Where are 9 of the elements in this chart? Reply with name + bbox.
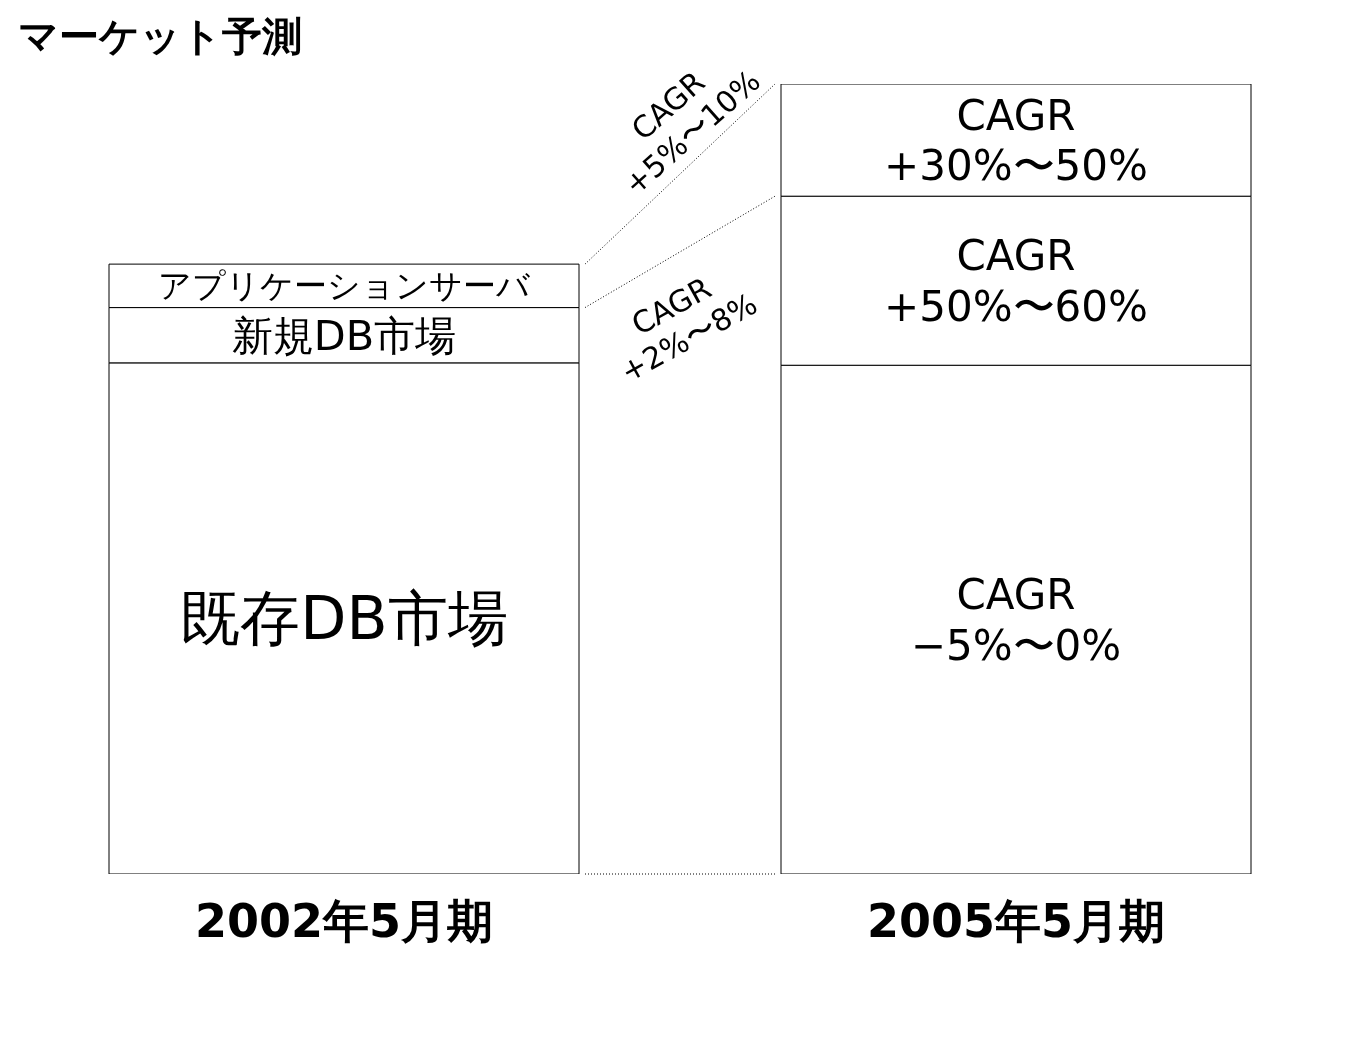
series-label: 新規DB市場	[231, 311, 457, 360]
annotation: CAGR −5%〜0%	[910, 570, 1122, 670]
chart-title: マーケット予測	[17, 12, 303, 61]
x-tick-label: 2005年5月期	[866, 893, 1166, 948]
series-label: アプリケーションサーバ	[158, 267, 530, 306]
annotation: CAGR +30%〜50%	[884, 90, 1148, 190]
annotation: CAGR +50%〜60%	[884, 231, 1148, 331]
x-tick-label: 2002年5月期	[194, 893, 494, 948]
series-label: 既存DB市場	[180, 583, 508, 654]
